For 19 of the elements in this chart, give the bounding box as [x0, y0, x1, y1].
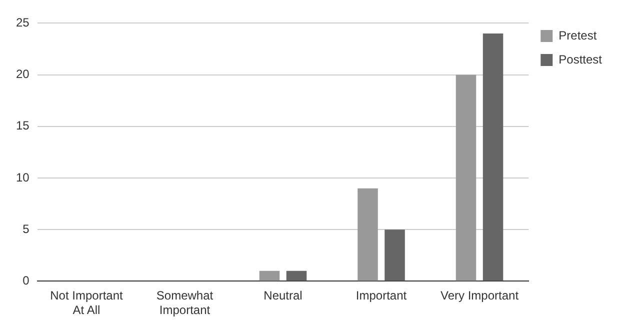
y-tick-label: 20	[16, 67, 30, 82]
bar	[286, 270, 307, 281]
y-tick-label: 0	[22, 274, 30, 288]
bar	[456, 74, 476, 281]
y-tick-label: 25	[16, 16, 30, 30]
x-tick-label: Important	[356, 288, 408, 303]
bar	[358, 188, 378, 281]
x-tick-label: Neutral	[264, 288, 302, 303]
x-tick-label: Very Important	[440, 288, 520, 303]
x-tick-label: Not Important At All	[50, 288, 124, 318]
bar	[259, 270, 280, 281]
bar	[482, 34, 504, 281]
x-tick-label: Somewhat Important	[156, 288, 214, 318]
y-tick-label: 15	[16, 118, 30, 133]
y-tick-label: 5	[22, 222, 30, 236]
legend-label: Pretest	[558, 28, 598, 42]
y-tick-label: 10	[16, 170, 30, 184]
bar	[384, 230, 405, 281]
legend-label: Posttest	[558, 52, 603, 66]
